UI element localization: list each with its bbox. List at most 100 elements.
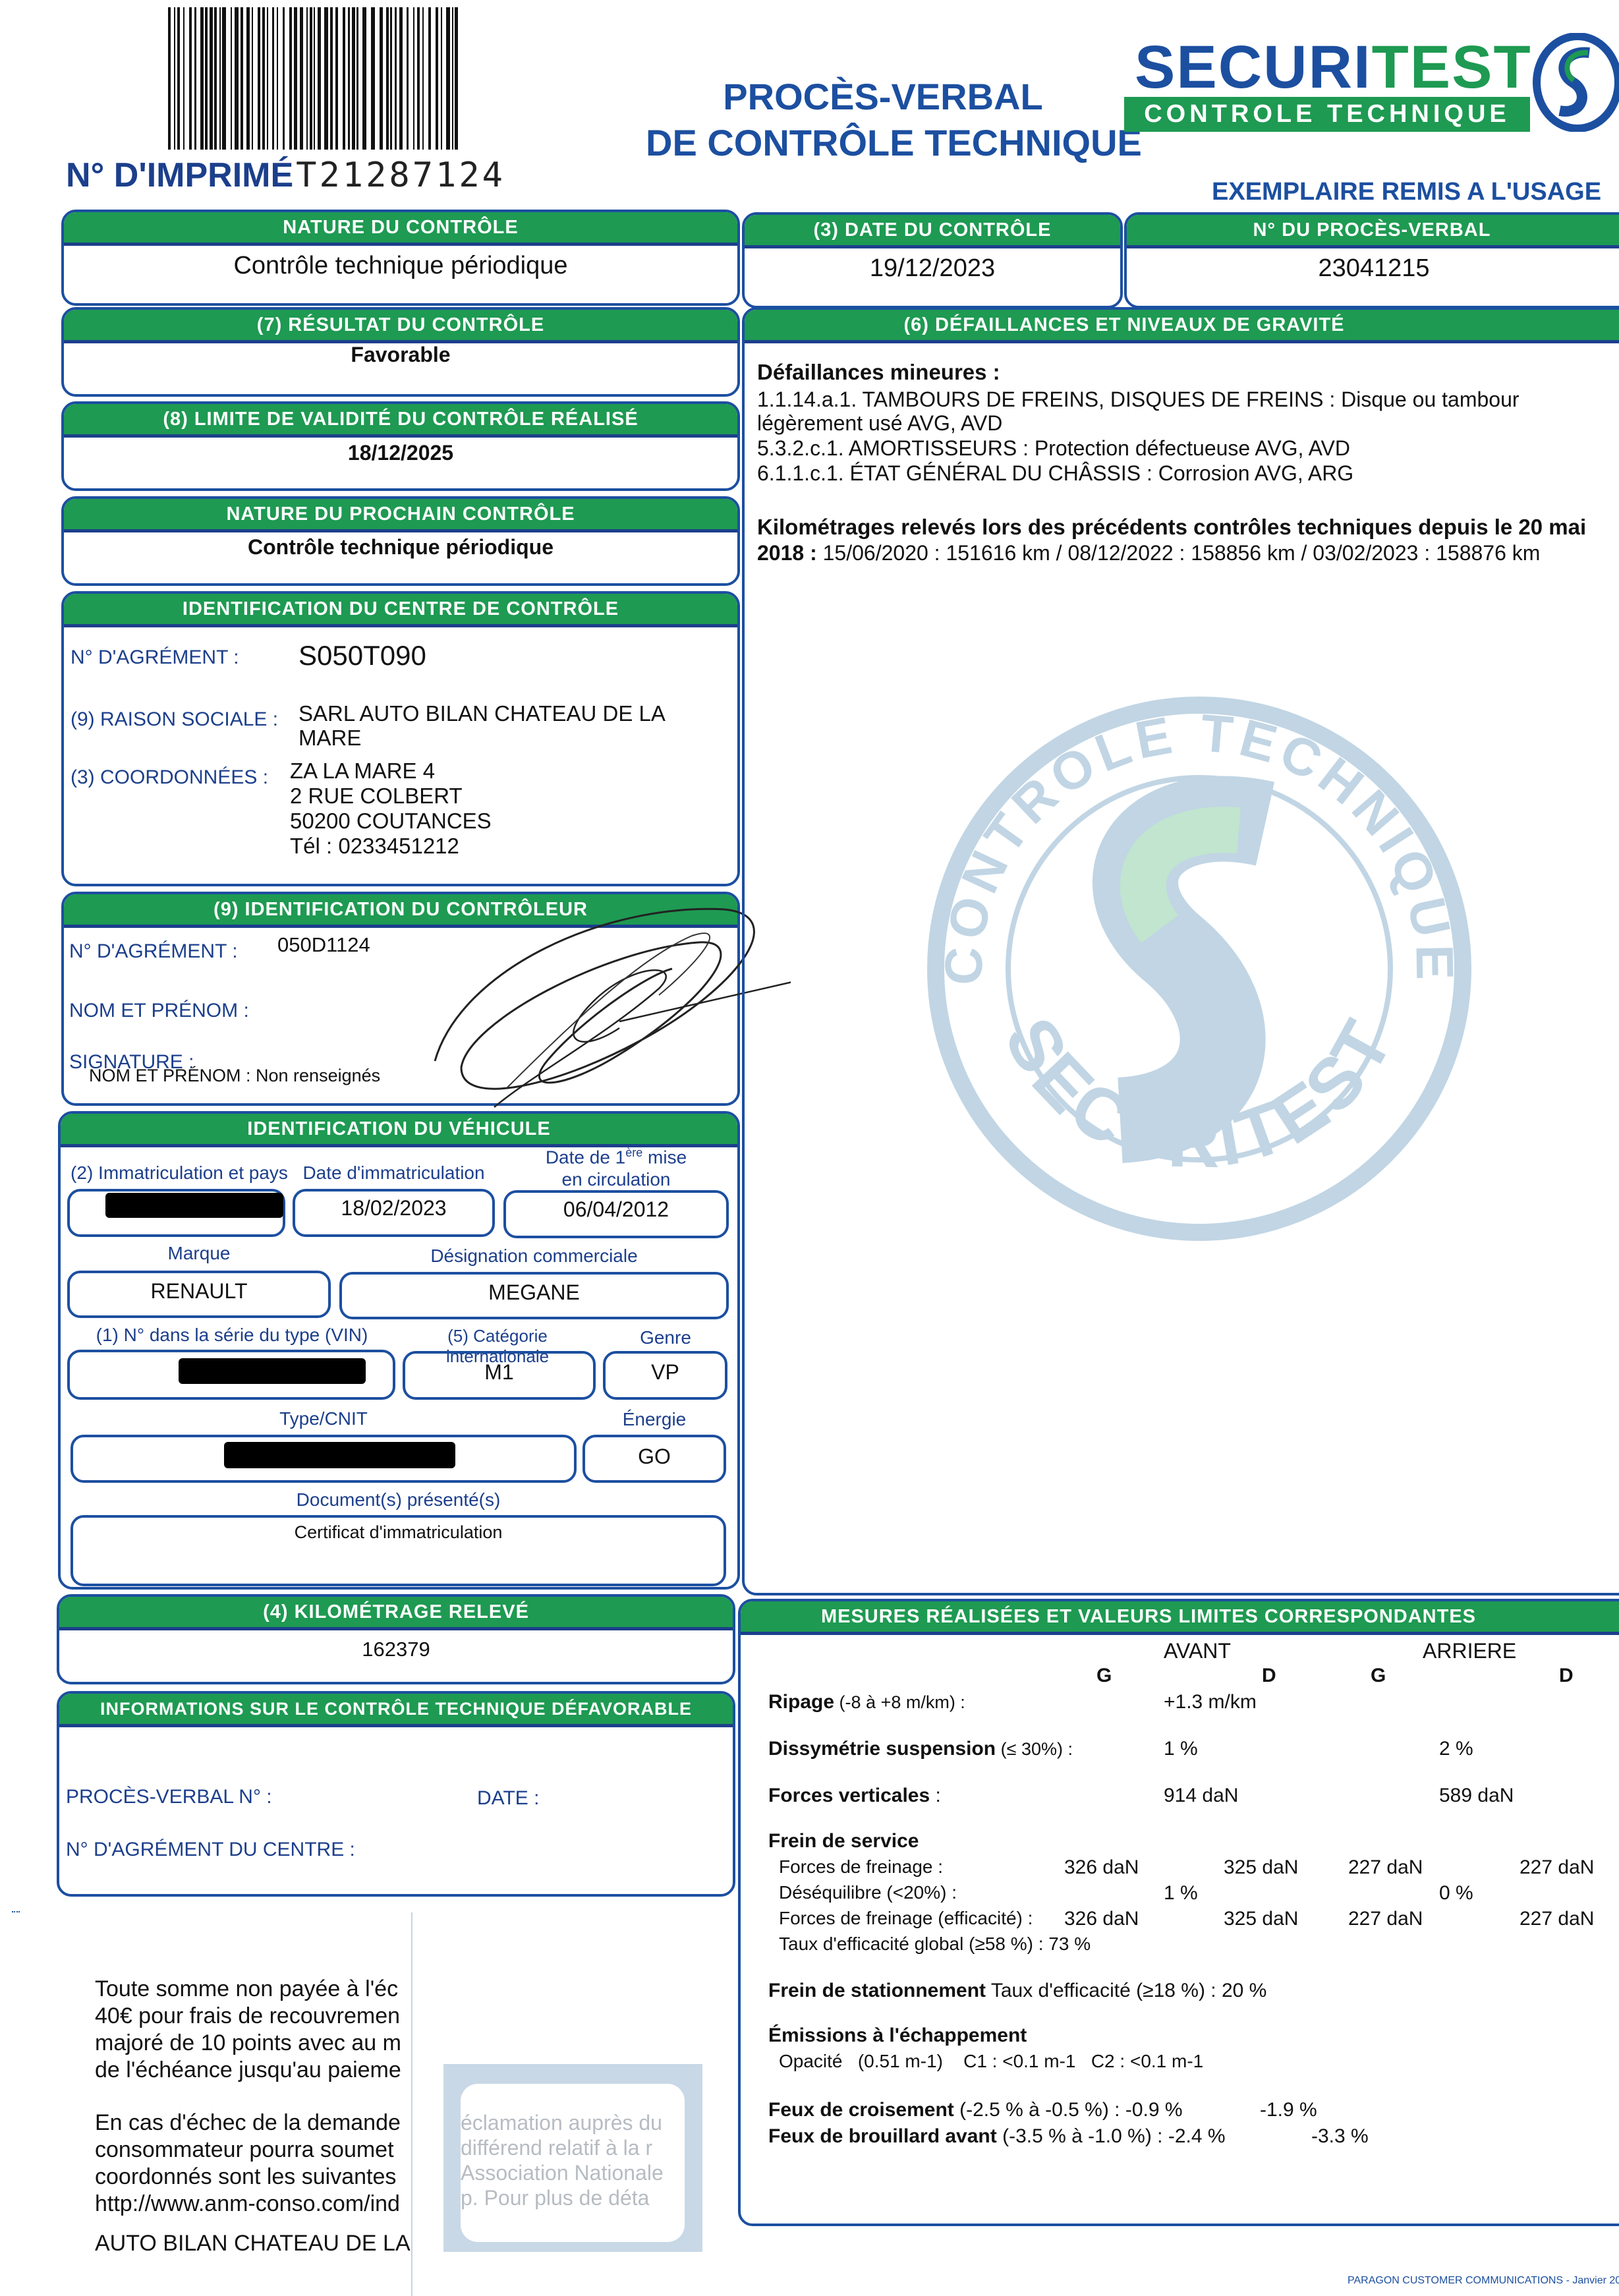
braking-eff-label: Forces de freinage (efficacité) : (779, 1908, 1033, 1928)
centre-coord-line-2: 2 RUE COLBERT (290, 784, 463, 808)
barcode-bar (272, 7, 274, 150)
barcode-bar (214, 7, 217, 150)
front-right-header: D (1262, 1665, 1276, 1686)
controller-agrement-label: N° D'AGRÉMENT : (69, 940, 238, 962)
securitest-watermark: CONTROLE TECHNIQUE SECURITEST (927, 697, 1471, 1241)
barcode-bar (183, 7, 185, 150)
vin-redacted (179, 1358, 366, 1384)
barcode-bar (174, 7, 175, 150)
notice-paragraph-1: Toute somme non payée à l'éc 40€ pour fra… (95, 1976, 401, 2082)
immat-field (67, 1189, 285, 1237)
barcode-bar (371, 7, 375, 150)
next-control-value: Contrôle technique périodique (247, 535, 554, 559)
parking-brake-row: Frein de stationnement Taux d'efficacité… (768, 1980, 1267, 2001)
imbalance-label: Déséquilibre (<20%) : (779, 1882, 957, 1903)
dissym-front: 1 % (1164, 1738, 1198, 1760)
date-section: (3) DATE DU CONTRÔLE 19/12/2023 (742, 212, 1123, 308)
unfav-pv-label: PROCÈS-VERBAL N° : (66, 1786, 272, 1808)
barcode (168, 7, 458, 150)
centre-raison-line-1: SARL AUTO BILAN CHATEAU DE LA (298, 701, 666, 726)
barcode-bar (330, 7, 333, 150)
barcode-bar (335, 7, 338, 150)
genre-label: Genre (640, 1327, 691, 1348)
imbalance-front: 1 % (1164, 1882, 1198, 1904)
controller-agrement-value: 050D1124 (277, 933, 370, 956)
rear-header: ARRIERE (1423, 1639, 1517, 1663)
measures-title: MESURES RÉALISÉES ET VALEURS LIMITES COR… (741, 1601, 1619, 1635)
braking-rl: 227 daN (1348, 1856, 1423, 1878)
defect-line-3: 5.3.2.c.1. AMORTISSEURS : Protection déf… (757, 436, 1350, 460)
braking-eff-fl: 326 daN (1064, 1908, 1139, 1930)
mileage-history: 2018 : 15/06/2020 : 151616 km / 08/12/20… (757, 541, 1541, 565)
barcode-bar (380, 7, 383, 150)
barcode-bar (356, 7, 358, 150)
barcode-bar (399, 7, 403, 150)
defects-section: (6) DÉFAILLANCES ET NIVEAUX DE GRAVITÉ (742, 307, 1619, 1595)
immat-label: (2) Immatriculation et pays (71, 1162, 288, 1183)
lowbeam-row: Feux de croisement (-2.5 % à -0.5 %) : -… (768, 2099, 1183, 2121)
braking-fr: 325 daN (1224, 1856, 1299, 1878)
barcode-bar (283, 7, 285, 150)
energie-label: Énergie (622, 1409, 687, 1429)
barcode-bar (362, 7, 366, 150)
result-value: Favorable (351, 343, 451, 366)
barcode-bar (246, 7, 250, 150)
opacity-row: Opacité (0.51 m-1) C1 : <0.1 m-1 C2 : <0… (779, 2051, 1204, 2071)
notice-paragraph-2: En cas d'échec de la demande consommateur… (95, 2110, 401, 2216)
barcode-bar (205, 7, 208, 150)
fog-row: Feux de brouillard avant (-3.5 % à -1.0 … (768, 2125, 1226, 2147)
date-value: 19/12/2023 (869, 254, 996, 282)
centre-raison-label: (9) RAISON SOCIALE : (71, 708, 279, 730)
defects-heading: Défaillances mineures : (757, 360, 1000, 384)
controller-name-note: NOM ET PRÉNOM : Non renseignés (89, 1066, 381, 1085)
barcode-bar (267, 7, 268, 150)
controller-title: (9) IDENTIFICATION DU CONTRÔLEUR (64, 894, 737, 928)
defect-line-2: légèrement usé AVG, AVD (757, 411, 1003, 435)
first-circ-field: 06/04/2012 (503, 1190, 729, 1238)
centre-agrement-value: S050T090 (298, 640, 426, 671)
service-brake-label: Frein de service (768, 1830, 919, 1852)
barcode-bar (413, 7, 414, 150)
signature (434, 907, 791, 1108)
vehicle-title: IDENTIFICATION DU VÉHICULE (61, 1114, 737, 1147)
barcode-bar (294, 7, 297, 150)
type-redacted (224, 1442, 455, 1468)
unfavorable-section: INFORMATIONS SUR LE CONTRÔLE TECHNIQUE D… (57, 1691, 735, 1897)
rear-left-header: G (1371, 1665, 1386, 1686)
centre-coord-line-1: ZA LA MARE 4 (290, 759, 436, 783)
result-section: (7) RÉSULTAT DU CONTRÔLE Favorable (61, 307, 740, 397)
brand-name: SECURITEST (1135, 34, 1532, 101)
braking-rr: 227 daN (1520, 1856, 1595, 1878)
centre-coord-line-4: Tél : 0233451212 (290, 834, 459, 858)
barcode-bar (343, 7, 345, 150)
title-line-2: DE CONTRÔLE TECHNIQUE (646, 122, 1142, 163)
pv-number-section: N° DU PROCÈS-VERBAL 23041215 (1124, 212, 1619, 308)
categorie-field: M1 (403, 1351, 596, 1400)
barcode-bar (219, 7, 221, 150)
date-title: (3) DATE DU CONTRÔLE (745, 215, 1120, 248)
centre-coord-label: (3) COORDONNÉES : (71, 766, 269, 788)
barcode-bar (395, 7, 397, 150)
barcode-bar (348, 7, 350, 150)
braking-label: Forces de freinage : (779, 1856, 944, 1877)
barcode-bar (252, 7, 253, 150)
centre-title: IDENTIFICATION DU CENTRE DE CONTRÔLE (64, 594, 737, 627)
brand-tagline: CONTROLE TECHNIQUE (1124, 97, 1530, 132)
tear-mark-left (12, 1911, 20, 1912)
barcode-bar (258, 7, 260, 150)
ripage-row: Ripage (-8 à +8 m/km) : (768, 1691, 965, 1713)
unfav-agrement-label: N° D'AGRÉMENT DU CENTRE : (66, 1839, 355, 1860)
emissions-label: Émissions à l'échappement (768, 2024, 1027, 2046)
mileage-history-heading: Kilométrages relevés lors des précédents… (757, 515, 1587, 539)
securitest-s-icon (1533, 33, 1619, 132)
barcode-bar (314, 7, 315, 150)
barcode-bar (235, 7, 239, 150)
documents-field: Certificat d'immatriculation (71, 1515, 726, 1586)
barcode-bar (262, 7, 265, 150)
printer-footer: PARAGON CUSTOMER COMMUNICATIONS - Janvie… (1348, 2275, 1619, 2286)
defect-line-1: 1.1.14.a.1. TAMBOURS DE FREINS, DISQUES … (757, 387, 1520, 411)
barcode-bar (441, 7, 442, 150)
designation-label: Désignation commerciale (430, 1246, 638, 1266)
validity-title: (8) LIMITE DE VALIDITÉ DU CONTRÔLE RÉALI… (64, 404, 737, 438)
genre-field: VP (603, 1351, 727, 1400)
